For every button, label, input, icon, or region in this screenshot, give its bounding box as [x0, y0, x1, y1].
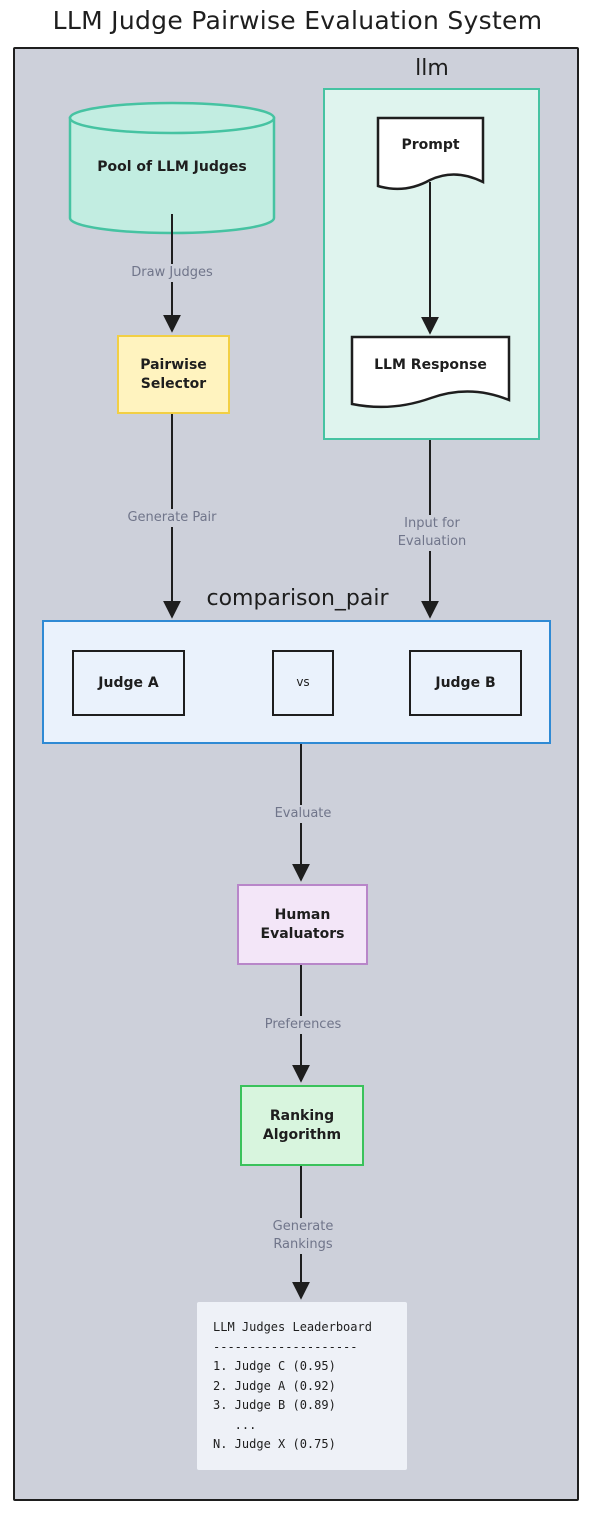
selector-line-2: Selector	[140, 375, 207, 392]
human-evaluators-node: Human Evaluators	[237, 884, 368, 965]
comparison-cluster-label: comparison_pair	[206, 586, 389, 611]
judge-b-node: Judge B	[409, 650, 522, 716]
edge-label-generate-pair: Generate Pair	[108, 509, 236, 527]
edge-label-preferences: Preferences	[246, 1016, 360, 1034]
human-line-1: Human	[274, 907, 331, 924]
selector-line-1: Pairwise	[140, 357, 207, 374]
pairwise-selector-node: Pairwise Selector	[117, 335, 230, 414]
leaderboard-entry: 2. Judge A (0.92)	[213, 1378, 336, 1393]
input-eval-line-1: Input for	[404, 516, 460, 531]
input-eval-line-2: Evaluation	[397, 534, 467, 549]
leaderboard-entry: ...	[213, 1417, 257, 1432]
judge-a-node: Judge A	[72, 650, 185, 716]
leaderboard-entry: 3. Judge B (0.89)	[213, 1398, 336, 1412]
gen-rank-line-1: Generate	[272, 1219, 334, 1234]
leaderboard-title: LLM Judges Leaderboard	[213, 1320, 372, 1334]
leaderboard-entry: 1. Judge C (0.95)	[213, 1359, 336, 1373]
llm-cluster-label: llm	[415, 56, 449, 81]
ranking-line-1: Ranking	[269, 1108, 335, 1125]
prompt-document	[376, 116, 485, 191]
vs-node: vs	[272, 650, 334, 716]
prompt-label: Prompt	[401, 136, 460, 153]
ranking-algorithm-node: Ranking Algorithm	[240, 1085, 364, 1166]
ranking-line-2: Algorithm	[262, 1126, 342, 1143]
gen-rank-line-2: Rankings	[273, 1237, 333, 1252]
diagram-title: LLM Judge Pairwise Evaluation System	[52, 6, 543, 35]
edge-label-draw-judges: Draw Judges	[112, 264, 232, 282]
response-label: LLM Response	[374, 356, 487, 373]
leaderboard-entry: N. Judge X (0.75)	[213, 1437, 336, 1451]
pool-cylinder	[68, 101, 276, 235]
edge-label-generate-rankings: Generate Rankings	[256, 1218, 350, 1254]
leaderboard-panel: LLM Judges Leaderboard ------------------…	[197, 1302, 407, 1470]
human-line-2: Evaluators	[260, 925, 345, 942]
response-document	[350, 335, 511, 409]
pool-label: Pool of LLM Judges	[97, 158, 247, 175]
edge-label-input-evaluation: Input for Evaluation	[380, 515, 484, 551]
edge-label-evaluate: Evaluate	[256, 805, 350, 823]
leaderboard-divider: --------------------	[213, 1339, 358, 1354]
